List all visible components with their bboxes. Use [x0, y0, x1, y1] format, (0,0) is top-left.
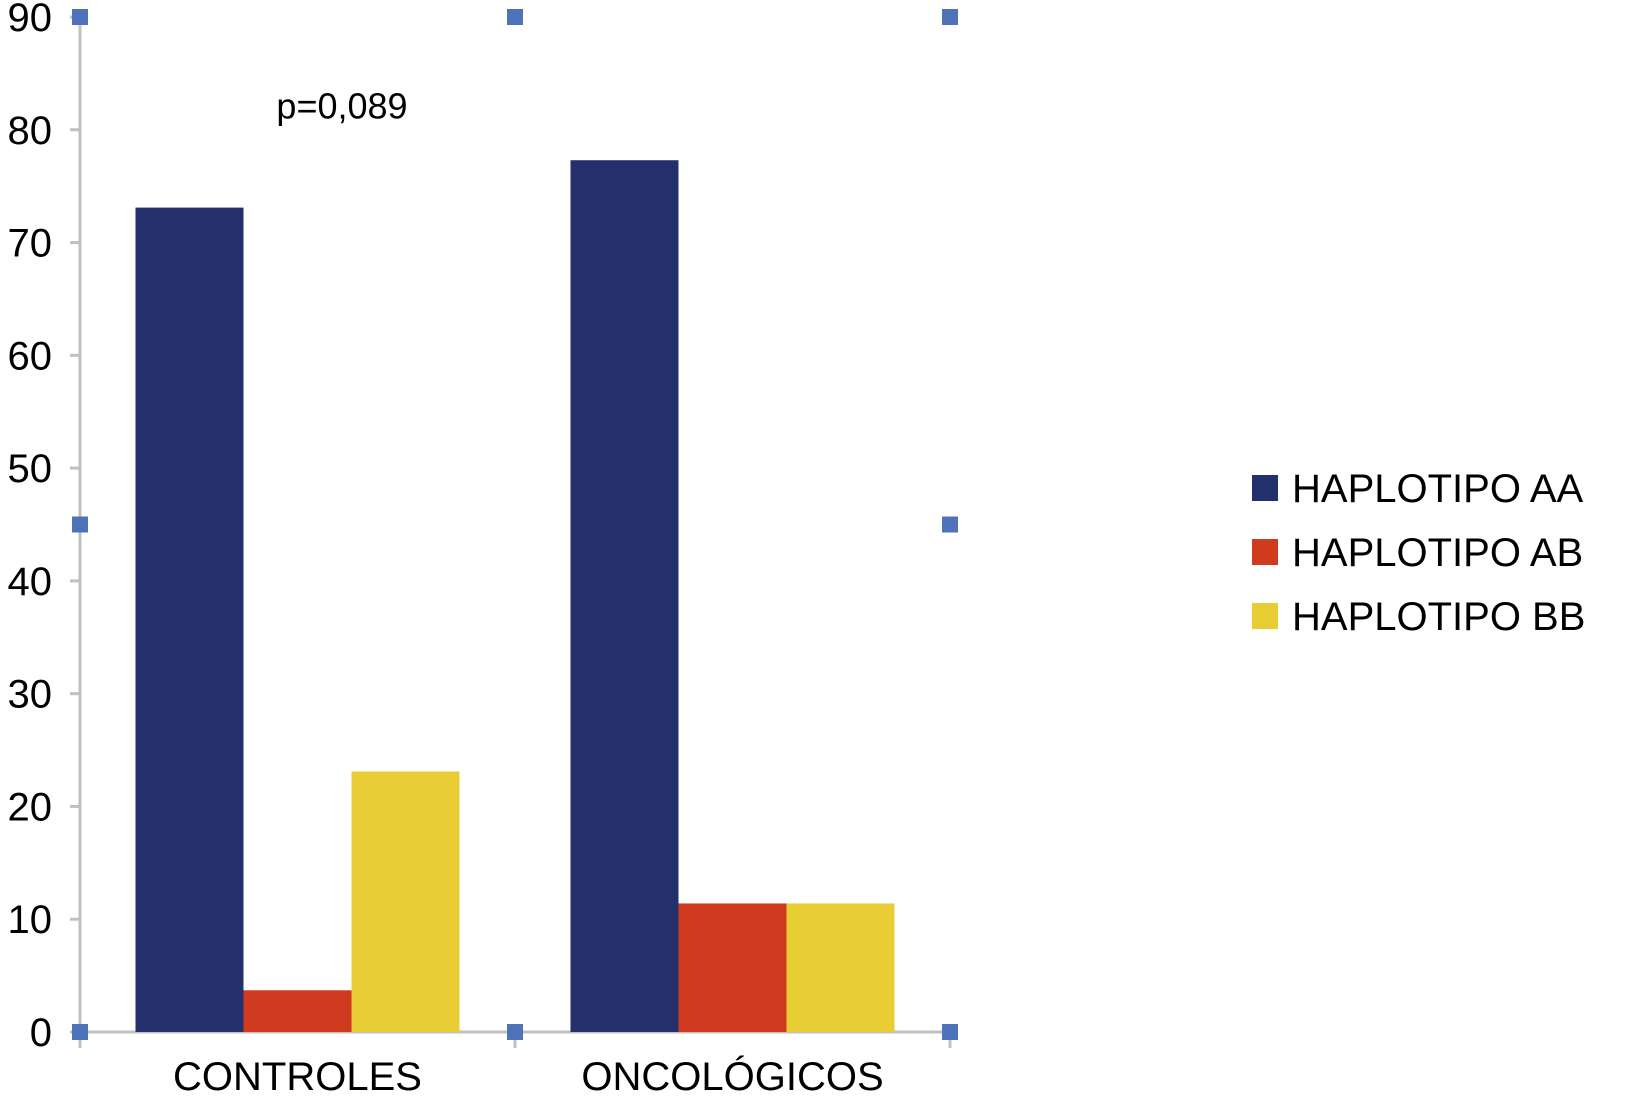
bar-haplotipo-ab-oncologicos: [678, 903, 787, 1032]
y-tick-label: 90: [8, 0, 53, 40]
category-label-controles: CONTROLES: [173, 1055, 422, 1099]
y-axis-ticks: 0 10 20 30 40 50 60 70 80 90: [8, 0, 80, 1055]
p-value-annotation: p=0,089: [276, 86, 407, 127]
resize-handle[interactable]: [72, 1024, 88, 1040]
y-tick-label: 50: [8, 447, 53, 491]
bar-haplotipo-aa-oncologicos: [570, 160, 679, 1032]
legend-label-bb: HAPLOTIPO BB: [1292, 595, 1585, 639]
legend-label-ab: HAPLOTIPO AB: [1292, 531, 1583, 575]
bar-haplotipo-aa-controles: [135, 207, 244, 1032]
resize-handle[interactable]: [507, 9, 523, 25]
y-tick-label: 70: [8, 222, 53, 266]
resize-handle[interactable]: [72, 516, 88, 533]
y-tick-label: 80: [8, 109, 53, 153]
resize-handle[interactable]: [942, 1024, 958, 1040]
resize-handle[interactable]: [942, 516, 958, 533]
category-label-oncologicos: ONCOLÓGICOS: [581, 1054, 883, 1099]
y-tick-label: 40: [8, 560, 53, 604]
legend-label-aa: HAPLOTIPO AA: [1292, 467, 1584, 511]
plot-area: 0 10 20 30 40 50 60 70 80 90: [8, 0, 958, 1055]
bar-haplotipo-bb-controles: [351, 771, 460, 1032]
y-tick-label: 0: [30, 1011, 52, 1055]
y-tick-label: 10: [8, 898, 53, 942]
y-tick-label: 30: [8, 673, 53, 717]
legend-swatch-aa: [1252, 475, 1278, 501]
bar-haplotipo-ab-controles: [243, 990, 352, 1032]
resize-handle[interactable]: [72, 9, 88, 25]
resize-handle[interactable]: [507, 1024, 523, 1040]
y-tick-label: 20: [8, 785, 53, 829]
bars: [135, 160, 895, 1032]
y-tick-label: 60: [8, 334, 53, 378]
bar-haplotipo-bb-oncologicos: [786, 903, 895, 1032]
resize-handle[interactable]: [942, 9, 958, 25]
legend-swatch-ab: [1252, 539, 1278, 565]
legend-swatch-bb: [1252, 603, 1278, 629]
selection-handles[interactable]: [72, 9, 958, 1040]
legend: HAPLOTIPO AA HAPLOTIPO AB HAPLOTIPO BB: [1252, 467, 1585, 639]
